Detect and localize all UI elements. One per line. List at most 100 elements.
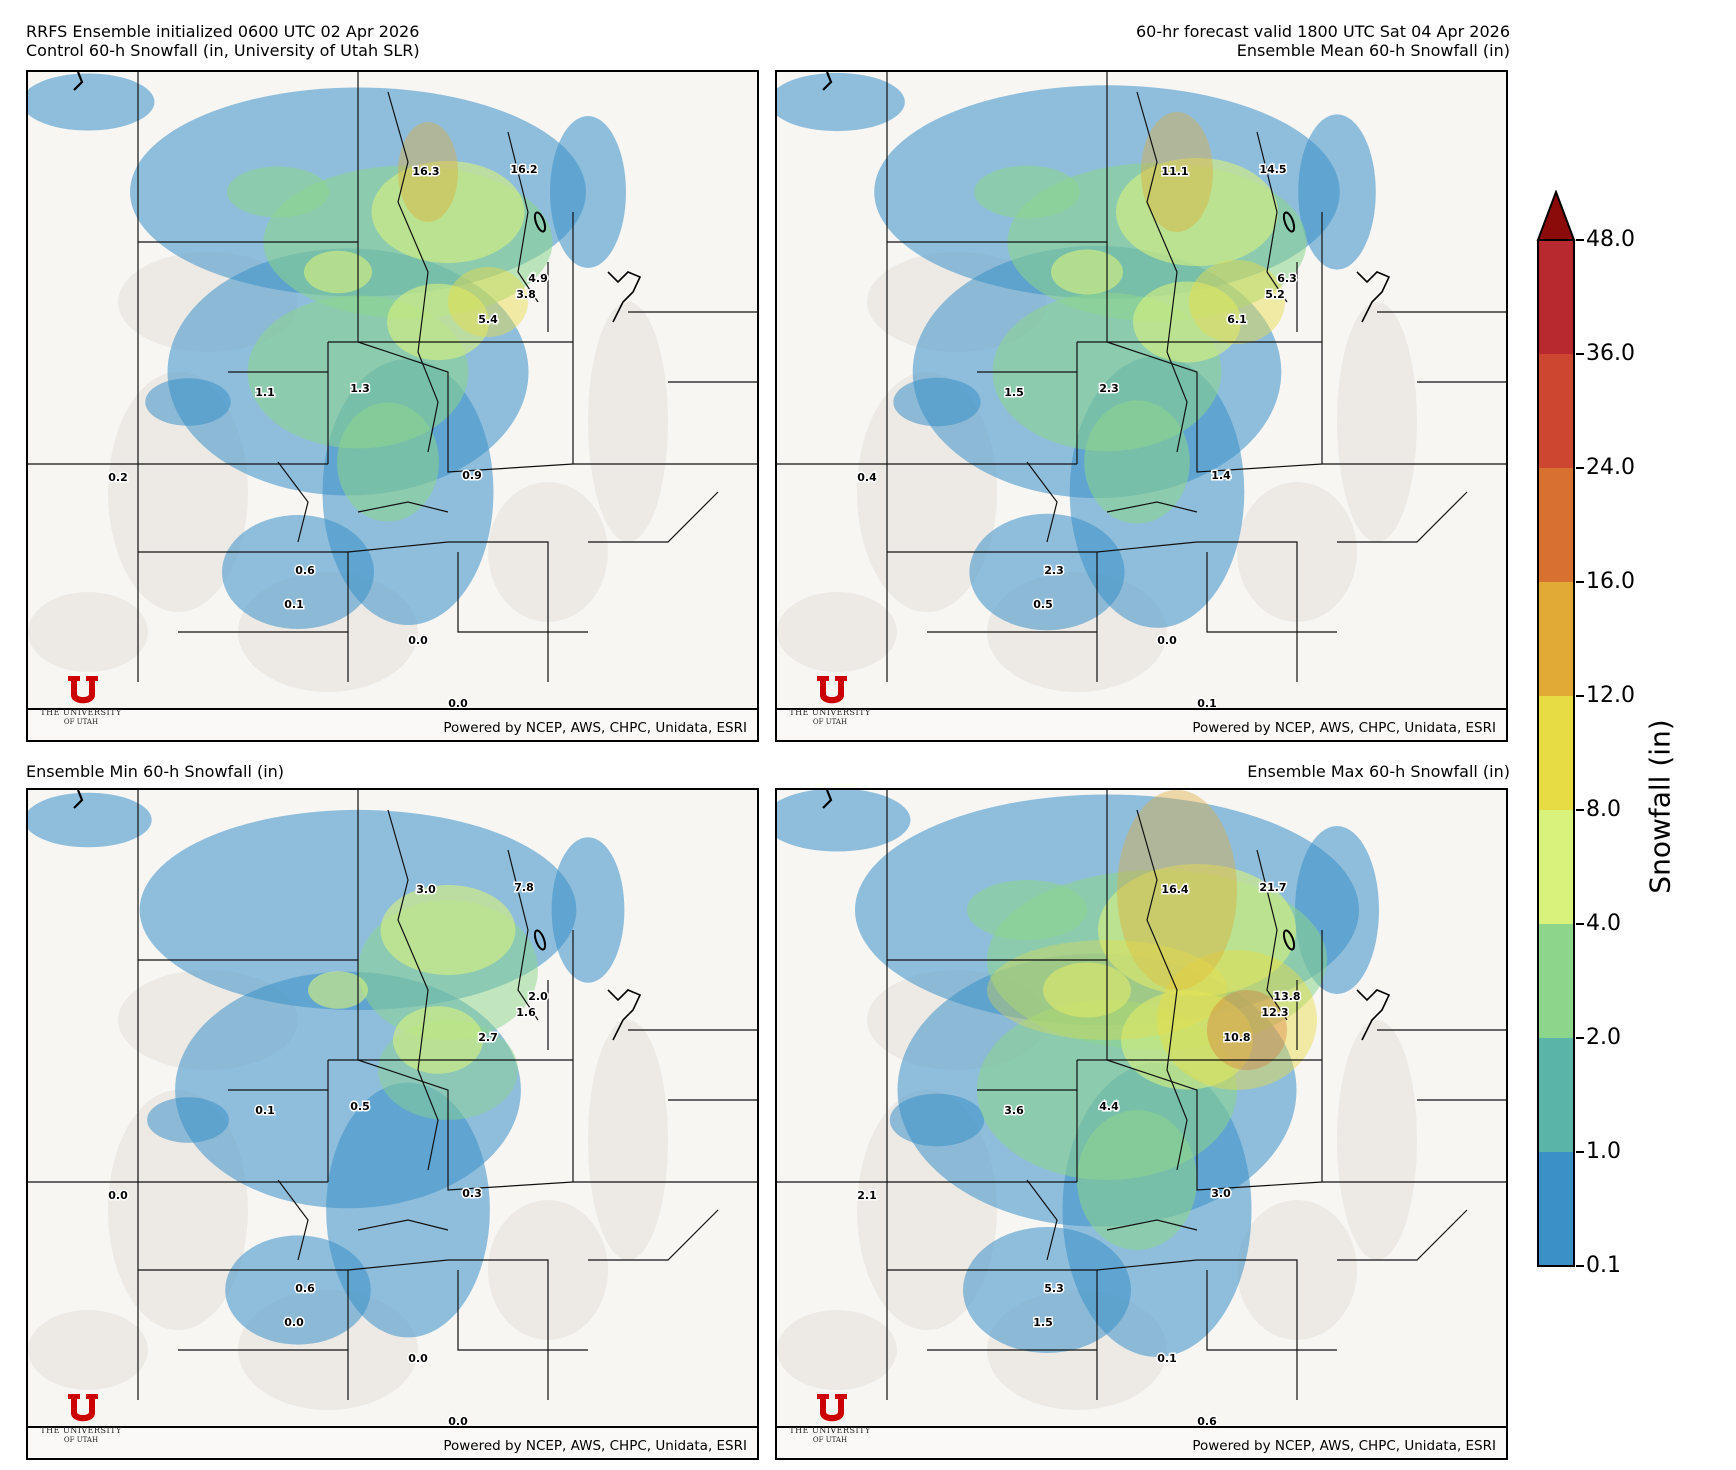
station-snowfall-label: 6.1 [1227,313,1247,326]
logo-text-line1: THE UNIVERSITY [40,1426,122,1435]
colorbar-tick-mark [1576,695,1584,697]
station-snowfall-label: 0.0 [284,1316,304,1329]
logo-text-line2: OF UTAH [63,1436,99,1444]
station-snowfall-label: 2.0 [528,990,548,1003]
data-credit: Powered by NCEP, AWS, CHPC, Unidata, ESR… [1192,720,1496,736]
station-snowfall-label: 2.3 [1099,382,1119,395]
university-of-utah-logo: THE UNIVERSITY OF UTAH [785,674,875,734]
station-snowfall-label: 0.5 [350,1100,370,1113]
station-snowfall-label: 5.2 [1265,288,1285,301]
colorbar-tick-label: 2.0 [1586,1025,1621,1050]
mean-panel-title: Ensemble Mean 60-h Snowfall (in) [1236,41,1510,60]
station-snowfall-label: 6.3 [1277,272,1297,285]
colorbar-tick-label: 4.0 [1586,911,1621,936]
station-snowfall-label: 0.0 [1157,634,1177,647]
station-snowfall-label: 21.7 [1259,881,1286,894]
colorbar-tick-label: 0.1 [1586,1253,1621,1278]
station-snowfall-label: 16.2 [510,163,537,176]
map-footer-bar [28,1426,757,1458]
ensemble-mean-snowfall-map: 11.1 14.5 6.3 5.2 6.1 1.5 2.3 0.4 1.4 2.3 0.5 0.0 0.… [775,70,1508,742]
station-snowfall-label: 0.0 [108,1189,128,1202]
valid-time-label: 60-hr forecast valid 1800 UTC Sat 04 Apr… [1136,22,1510,41]
station-snowfall-label: 1.5 [1004,386,1024,399]
station-snowfall-label: 0.0 [408,634,428,647]
station-snowfall-label: 0.9 [462,469,482,482]
station-snowfall-label: 4.4 [1099,1100,1119,1113]
ensemble-min-snowfall-map: 3.0 7.8 2.0 1.6 2.7 0.1 0.5 0.0 0.3 0.6 0.0 0.0 0.0 P… [26,788,759,1460]
logo-text-line2: OF UTAH [812,1436,848,1444]
colorbar-tick-label: 16.0 [1586,569,1635,594]
colorbar-tick-mark [1576,353,1584,355]
colorbar-segment [1538,1152,1574,1266]
colorbar-segment [1538,582,1574,696]
station-snowfall-label: 0.6 [1197,1415,1217,1428]
university-of-utah-logo: THE UNIVERSITY OF UTAH [785,1392,875,1452]
station-snowfall-label: 0.0 [408,1352,428,1365]
station-snowfall-label: 5.3 [1044,1282,1064,1295]
station-snowfall-label: 0.0 [448,697,468,710]
station-snowfall-label: 5.4 [478,313,498,326]
station-snowfall-label: 1.3 [350,382,370,395]
snowfall-colorbar [1536,190,1576,1267]
colorbar-tick-label: 8.0 [1586,797,1621,822]
colorbar-tick-label: 24.0 [1586,455,1635,480]
station-snowfall-label: 3.0 [1211,1187,1231,1200]
colorbar-tick-label: 1.0 [1586,1139,1621,1164]
colorbar-tick-mark [1576,467,1584,469]
colorbar-segment [1538,924,1574,1038]
map-footer-bar [777,1426,1506,1458]
station-snowfall-label: 2.1 [857,1189,877,1202]
station-snowfall-label: 1.4 [1211,469,1231,482]
colorbar-segment [1538,696,1574,810]
colorbar-tick-label: 12.0 [1586,683,1635,708]
colorbar-tick-mark [1576,1151,1584,1153]
logo-text-line1: THE UNIVERSITY [789,708,871,717]
block-u-icon [817,676,847,704]
colorbar-segment [1538,810,1574,924]
station-snowfall-label: 2.3 [1044,564,1064,577]
station-snowfall-label: 14.5 [1259,163,1286,176]
station-snowfall-label: 7.8 [514,881,534,894]
block-u-icon [68,1394,98,1422]
colorbar-tick-mark [1576,581,1584,583]
colorbar-tick-mark [1576,1037,1584,1039]
station-snowfall-label: 0.0 [448,1415,468,1428]
colorbar-segment [1538,468,1574,582]
colorbar-tick-mark [1576,923,1584,925]
max-panel-title: Ensemble Max 60-h Snowfall (in) [1247,762,1510,781]
station-snowfall-label: 0.2 [108,471,128,484]
colorbar-tick-mark [1576,809,1584,811]
control-panel-title: Control 60-h Snowfall (in, University of… [26,41,420,60]
block-u-icon [817,1394,847,1422]
station-snowfall-label: 12.3 [1261,1006,1288,1019]
map-footer-bar [28,708,757,740]
ensemble-max-snowfall-map: 16.4 21.7 13.8 12.3 10.8 3.6 4.4 2.1 3.0 5.3 1.5 0.… [775,788,1508,1460]
station-snowfall-label: 0.1 [284,598,304,611]
init-time-label: RRFS Ensemble initialized 0600 UTC 02 Ap… [26,22,420,41]
station-snowfall-label: 16.4 [1161,883,1188,896]
station-snowfall-label: 16.3 [412,165,439,178]
station-snowfall-label: 3.8 [516,288,536,301]
colorbar-segment [1538,354,1574,468]
data-credit: Powered by NCEP, AWS, CHPC, Unidata, ESR… [1192,1438,1496,1454]
station-snowfall-label: 10.8 [1223,1031,1250,1044]
university-of-utah-logo: THE UNIVERSITY OF UTAH [36,674,126,734]
block-u-icon [68,676,98,704]
station-snowfall-label: 2.7 [478,1031,498,1044]
station-snowfall-label: 1.6 [516,1006,536,1019]
station-snowfall-label: 0.1 [1157,1352,1177,1365]
station-snowfall-label: 0.1 [255,1104,275,1117]
colorbar-tick-label: 48.0 [1586,227,1635,252]
station-snowfall-label: 0.6 [295,564,315,577]
station-snowfall-label: 0.4 [857,471,877,484]
colorbar-tick-mark [1576,239,1584,241]
station-snowfall-label: 1.5 [1033,1316,1053,1329]
logo-text-line1: THE UNIVERSITY [40,708,122,717]
station-snowfall-label: 0.6 [295,1282,315,1295]
station-snowfall-label: 11.1 [1161,165,1188,178]
colorbar-segment [1538,1038,1574,1152]
station-snowfall-label: 4.9 [528,272,548,285]
station-snowfall-label: 0.5 [1033,598,1053,611]
data-credit: Powered by NCEP, AWS, CHPC, Unidata, ESR… [443,720,747,736]
logo-text-line2: OF UTAH [63,718,99,726]
